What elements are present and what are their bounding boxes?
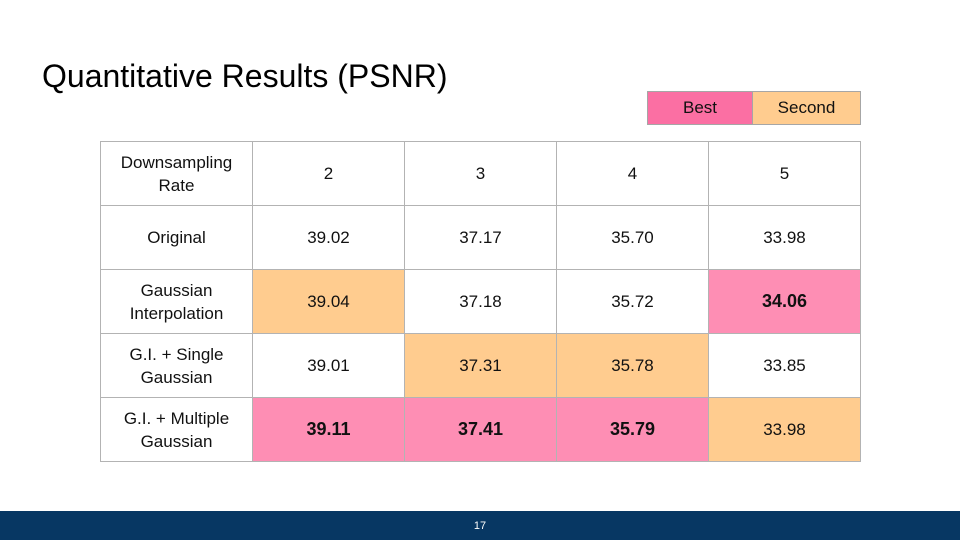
value-cell: 37.18 xyxy=(404,269,557,334)
value-cell: 37.31 xyxy=(404,333,557,398)
footer-bar: 17 xyxy=(0,511,960,540)
row-label-cell: Original xyxy=(100,205,253,270)
value-cell: 39.11 xyxy=(252,397,405,462)
table-row: G.I. + Single Gaussian 39.01 37.31 35.78… xyxy=(100,333,861,398)
value-cell: 33.85 xyxy=(708,333,861,398)
header-rate-cell: 5 xyxy=(708,141,861,206)
value-cell: 35.78 xyxy=(556,333,709,398)
page-number: 17 xyxy=(473,519,487,532)
table-row: Gaussian Interpolation 39.04 37.18 35.72… xyxy=(100,269,861,334)
value-cell: 39.04 xyxy=(252,269,405,334)
legend-best: Best xyxy=(648,92,753,124)
value-cell: 35.72 xyxy=(556,269,709,334)
header-label-cell: Downsampling Rate xyxy=(100,141,253,206)
slide-title: Quantitative Results (PSNR) xyxy=(42,58,448,94)
row-label-cell: G.I. + Single Gaussian xyxy=(100,333,253,398)
header-rate-cell: 2 xyxy=(252,141,405,206)
value-cell: 35.79 xyxy=(556,397,709,462)
table-row: Original 39.02 37.17 35.70 33.98 xyxy=(100,205,861,270)
value-cell: 39.02 xyxy=(252,205,405,270)
value-cell: 34.06 xyxy=(708,269,861,334)
value-cell: 37.41 xyxy=(404,397,557,462)
row-label-cell: G.I. + Multiple Gaussian xyxy=(100,397,253,462)
header-rate-cell: 4 xyxy=(556,141,709,206)
psnr-results-table: Downsampling Rate 2 3 4 5 Original 39.02… xyxy=(100,141,861,462)
value-cell: 33.98 xyxy=(708,205,861,270)
value-cell: 37.17 xyxy=(404,205,557,270)
table-header-row: Downsampling Rate 2 3 4 5 xyxy=(100,141,861,206)
row-label-cell: Gaussian Interpolation xyxy=(100,269,253,334)
legend: Best Second xyxy=(647,91,861,125)
legend-second: Second xyxy=(753,92,860,124)
header-rate-cell: 3 xyxy=(404,141,557,206)
value-cell: 39.01 xyxy=(252,333,405,398)
value-cell: 35.70 xyxy=(556,205,709,270)
table-row: G.I. + Multiple Gaussian 39.11 37.41 35.… xyxy=(100,397,861,462)
value-cell: 33.98 xyxy=(708,397,861,462)
